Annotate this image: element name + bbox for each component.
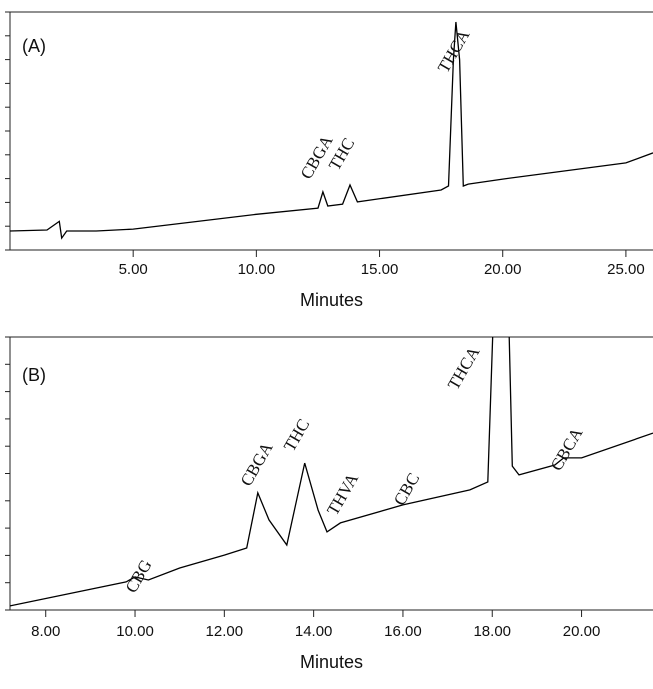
panel-label: (B): [22, 365, 46, 385]
peak-label: THVA: [323, 469, 362, 518]
x-tick-label: 16.00: [384, 623, 422, 640]
peak-label: CBCA: [547, 424, 587, 474]
panel-label: (A): [22, 36, 46, 56]
x-tick-label: 12.00: [206, 623, 244, 640]
x-axis-label: Minutes: [300, 652, 363, 672]
trace: [10, 21, 653, 240]
peak-label: THCA: [444, 343, 484, 393]
x-tick-label: 18.00: [473, 623, 511, 640]
peak-label: THC: [280, 416, 313, 455]
x-tick-label: 10.00: [238, 261, 276, 278]
peak-label: CBC: [390, 470, 423, 509]
trace: [10, 337, 653, 607]
peak-label: THCA: [434, 26, 474, 76]
x-tick-label: 20.00: [484, 261, 522, 278]
x-tick-label: 8.00: [31, 623, 60, 640]
x-tick-label: 20.00: [563, 623, 601, 640]
x-axis-label: Minutes: [300, 290, 363, 310]
x-tick-label: 15.00: [361, 261, 399, 278]
peak-label: CBG: [122, 556, 156, 596]
x-tick-label: 5.00: [119, 261, 148, 278]
peak-label: CBGA: [237, 438, 277, 489]
x-tick-label: 25.00: [607, 261, 645, 278]
x-tick-label: 10.00: [116, 623, 154, 640]
x-tick-label: 14.00: [295, 623, 333, 640]
